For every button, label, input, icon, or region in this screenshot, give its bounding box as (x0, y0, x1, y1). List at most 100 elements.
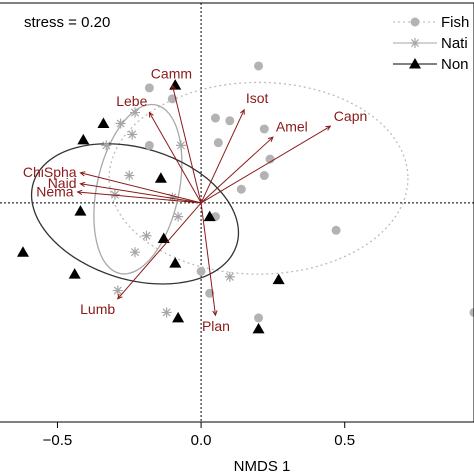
point-none (16, 246, 29, 257)
vector-nema: Nema (36, 184, 202, 204)
plot-frame (0, 2, 474, 423)
point-native (161, 307, 172, 318)
legend-label: Non (441, 56, 469, 73)
vector-label: Lebe (116, 93, 147, 109)
vector-line (148, 112, 202, 204)
vector-label: Capn (334, 108, 367, 124)
ellipse-native (93, 103, 183, 275)
vector-arrowhead (76, 189, 83, 195)
point-native (224, 271, 235, 282)
point-none (169, 257, 182, 268)
point-fish (254, 313, 264, 323)
point-none (203, 210, 216, 222)
vector-lebe: Lebe (116, 93, 202, 204)
point-native (115, 118, 126, 129)
legend-marker-native (410, 38, 420, 48)
vector-arrowhead (325, 125, 332, 131)
legend-item-fish: Fish (393, 14, 469, 31)
vector-naid: Naid (48, 175, 202, 204)
point-none (74, 205, 87, 216)
point-none (77, 133, 90, 145)
point-native (130, 107, 141, 118)
vector-camm: Camm (151, 65, 202, 204)
vector-isot: Isot (200, 90, 269, 204)
vector-line (200, 125, 331, 204)
vector-arrowhead (267, 136, 274, 143)
vector-label: Plan (202, 318, 230, 334)
vector-line (80, 183, 202, 204)
point-fish (254, 61, 264, 71)
vector-line (117, 202, 202, 300)
point-native (175, 140, 186, 151)
vector-arrowhead (79, 171, 86, 177)
legend: Fish Nati Non (393, 14, 469, 73)
vector-arrowhead (212, 310, 218, 317)
point-native (127, 129, 138, 140)
vector-capn: Capn (200, 108, 367, 204)
vector-label: Naid (48, 175, 77, 191)
vector-label: Nema (36, 184, 74, 200)
reference-lines (0, 3, 474, 422)
vector-label: Isot (246, 90, 269, 106)
vector-chispha: ChiSpha (23, 164, 202, 204)
point-native (112, 285, 123, 296)
point-native (130, 247, 141, 258)
ellipse-fish (108, 81, 409, 275)
vector-arrowhead (79, 181, 86, 188)
point-fish (144, 140, 154, 150)
point-native (141, 230, 152, 241)
vector-label: Amel (276, 118, 308, 134)
x-tick-label: 0.5 (334, 432, 355, 449)
point-fish (259, 171, 269, 181)
vector-line (80, 172, 202, 204)
point-fish (236, 184, 246, 194)
point-fish (210, 113, 220, 123)
vector-arrowhead (170, 84, 176, 91)
vector-label: Camm (151, 65, 192, 81)
point-native (101, 140, 112, 151)
vector-line (200, 136, 274, 204)
vector-label: ChiSpha (23, 164, 77, 180)
point-fish (196, 266, 206, 276)
legend-marker-fish (410, 17, 420, 27)
point-fish (213, 138, 223, 148)
legend-label: Nati (441, 35, 468, 52)
vector-lumb: Lumb (80, 202, 202, 317)
point-none (68, 268, 81, 279)
point-none (157, 232, 170, 244)
point-native (124, 170, 135, 181)
point-fish (265, 154, 275, 164)
vector-line (171, 85, 202, 204)
stress-label: stress = 0.20 (24, 14, 110, 31)
vector-plan: Plan (200, 202, 230, 334)
point-none (172, 311, 185, 323)
vector-arrowhead (117, 293, 123, 300)
vector-line (200, 202, 216, 316)
point-native (167, 192, 178, 203)
x-axis: −0.5 0.0 0.5 (43, 422, 355, 449)
vector-line (200, 109, 245, 204)
point-none (97, 117, 110, 128)
vector-line (77, 191, 202, 204)
legend-item-none: Non (393, 56, 469, 73)
point-fish (225, 116, 235, 126)
point-fish (259, 124, 269, 134)
point-fish (167, 94, 177, 104)
point-fish (331, 225, 341, 235)
x-axis-title: NMDS 1 (234, 458, 291, 474)
group-ellipses (30, 81, 409, 285)
point-none (272, 273, 285, 285)
point-fish (144, 83, 154, 93)
vector-arrowhead (239, 108, 245, 115)
vector-label: Lumb (80, 301, 115, 317)
ellipse-none (30, 143, 240, 285)
legend-item-native: Nati (393, 35, 468, 52)
point-native (109, 189, 120, 200)
data-points (16, 61, 474, 334)
x-tick-label: −0.5 (43, 432, 73, 449)
vector-amel: Amel (200, 118, 308, 204)
legend-label: Fish (441, 14, 469, 31)
x-tick-label: 0.0 (191, 432, 212, 449)
